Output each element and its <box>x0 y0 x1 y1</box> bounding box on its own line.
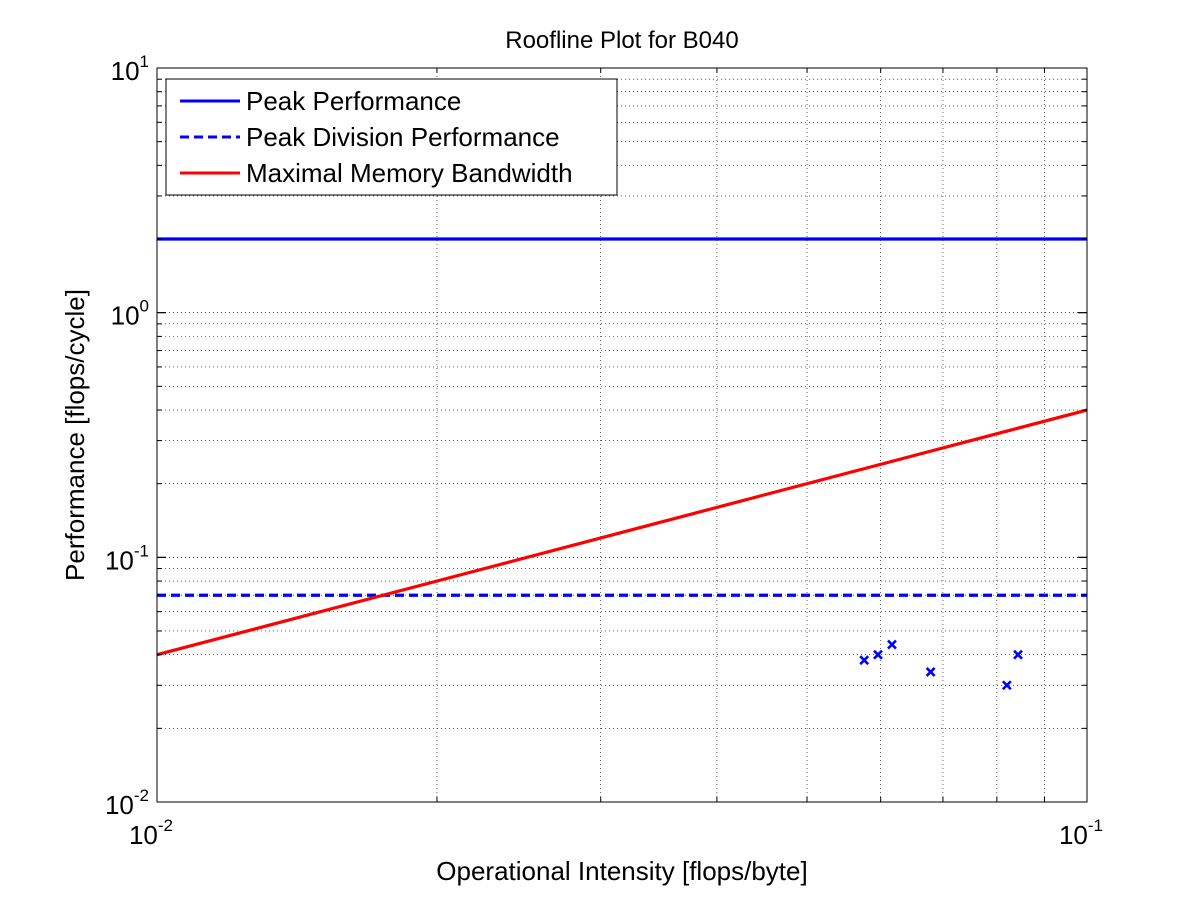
y-axis-label: Performance [flops/cycle] <box>60 289 90 581</box>
x-tick-label: 10-2 <box>129 816 173 850</box>
legend-label-peak-division-performance: Peak Division Performance <box>246 122 560 152</box>
y-tick-label: 100 <box>111 297 149 331</box>
chart-title: Roofline Plot for B040 <box>505 27 738 54</box>
series-lines <box>156 237 1088 657</box>
data-point-marker <box>1013 649 1023 660</box>
data-point-marker <box>925 667 936 677</box>
tick-labels: 10-2 10-1 10-2 10-1 100 101 <box>105 52 1103 850</box>
legend-box <box>165 78 618 196</box>
y-tick-label: 10-2 <box>105 786 149 820</box>
x-tick-label: 10-1 <box>1059 816 1103 850</box>
x-axis-label: Operational Intensity [flops/byte] <box>436 856 807 886</box>
plot-area-frame <box>156 67 1088 803</box>
axes <box>156 67 1088 803</box>
data-point-marker <box>859 655 870 666</box>
legend-label-maximal-memory-bandwidth: Maximal Memory Bandwidth <box>246 158 573 188</box>
data-points <box>859 639 1023 691</box>
legend-label-peak-performance: Peak Performance <box>246 86 461 116</box>
data-point-marker <box>1001 680 1012 691</box>
data-point-marker <box>873 649 883 660</box>
series-line-maximal-memory-bandwidth <box>156 408 1088 657</box>
legend: Peak Performance Peak Division Performan… <box>165 78 618 196</box>
y-tick-label: 101 <box>111 52 149 86</box>
y-tick-label: 10-1 <box>105 541 149 575</box>
data-point-marker <box>887 639 897 650</box>
